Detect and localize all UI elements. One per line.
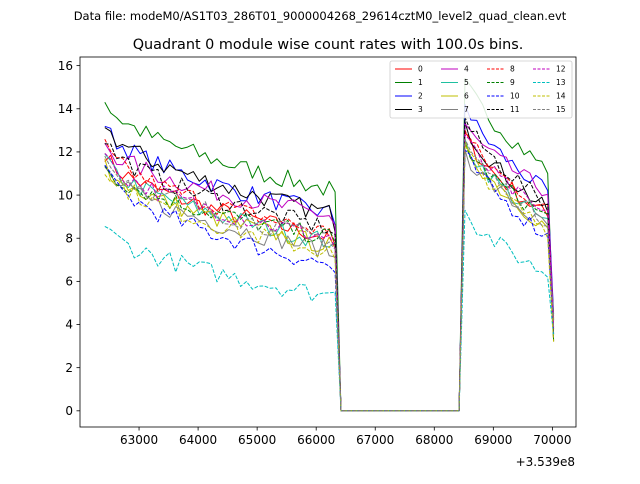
x-tick-label: 64000 bbox=[179, 433, 217, 447]
legend-label-9: 9 bbox=[510, 78, 515, 87]
legend-box bbox=[389, 60, 573, 119]
series-line-9 bbox=[104, 142, 555, 412]
legend-label-8: 8 bbox=[510, 65, 515, 74]
series-line-8 bbox=[104, 129, 555, 412]
chart-title: Quadrant 0 module wise count rates with … bbox=[133, 37, 524, 53]
series-line-5 bbox=[104, 138, 555, 412]
y-tick-label: 10 bbox=[58, 188, 73, 202]
series-line-4 bbox=[104, 123, 555, 412]
x-tick-label: 70000 bbox=[533, 433, 571, 447]
y-tick-label: 12 bbox=[58, 145, 73, 159]
series-line-10 bbox=[104, 149, 555, 412]
y-tick-label: 14 bbox=[58, 102, 73, 116]
legend-label-11: 11 bbox=[510, 105, 520, 114]
series-line-7 bbox=[104, 149, 555, 412]
series-line-1 bbox=[104, 78, 555, 412]
legend-label-12: 12 bbox=[556, 65, 566, 74]
axes: 63000 64000 65000 66000 67000 68000 69000 70000… bbox=[58, 56, 577, 447]
x-tick-label: 67000 bbox=[356, 433, 394, 447]
y-tick-label: 2 bbox=[65, 361, 73, 375]
legend-label-7: 7 bbox=[464, 105, 469, 114]
x-tick-label: 69000 bbox=[474, 433, 512, 447]
series-line-12 bbox=[104, 134, 555, 412]
legend-label-0: 0 bbox=[418, 65, 423, 74]
series-line-14 bbox=[104, 145, 555, 412]
legend-label-2: 2 bbox=[418, 92, 423, 101]
legend-label-4: 4 bbox=[464, 65, 469, 74]
series-line-3 bbox=[104, 121, 555, 412]
series-line-15 bbox=[104, 138, 555, 412]
legend-label-6: 6 bbox=[464, 92, 469, 101]
x-tick-label: 65000 bbox=[238, 433, 276, 447]
plot-area bbox=[104, 78, 555, 412]
y-tick-label: 6 bbox=[65, 275, 73, 289]
series-line-6 bbox=[104, 140, 555, 412]
x-tick-label: 66000 bbox=[297, 433, 335, 447]
y-tick-label: 0 bbox=[65, 404, 73, 418]
series-line-11 bbox=[104, 116, 555, 412]
y-tick-label: 4 bbox=[65, 318, 73, 332]
legend-label-14: 14 bbox=[556, 92, 566, 101]
x-offset-label: +3.539e8 bbox=[516, 455, 575, 469]
legend-label-13: 13 bbox=[556, 78, 566, 87]
legend-label-3: 3 bbox=[418, 105, 423, 114]
data-file-label: Data file: modeM0/AS1T03_286T01_90000042… bbox=[74, 9, 567, 23]
legend-label-1: 1 bbox=[418, 78, 423, 87]
legend-label-15: 15 bbox=[556, 105, 566, 114]
series-line-13 bbox=[104, 209, 555, 412]
y-tick-label: 8 bbox=[65, 231, 73, 245]
plot-frame bbox=[79, 56, 577, 428]
y-tick-label: 16 bbox=[58, 59, 73, 73]
legend-label-10: 10 bbox=[510, 92, 520, 101]
legend-label-5: 5 bbox=[464, 78, 469, 87]
x-tick-label: 68000 bbox=[415, 433, 453, 447]
x-tick-label: 63000 bbox=[120, 433, 158, 447]
